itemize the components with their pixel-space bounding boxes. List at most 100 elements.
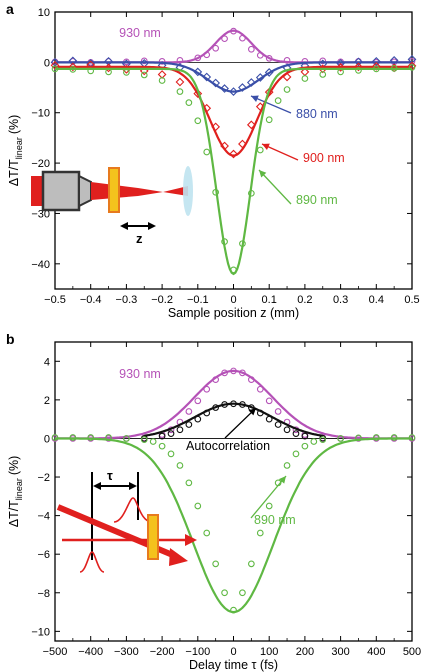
data-point bbox=[256, 409, 264, 417]
fit-line bbox=[55, 65, 412, 157]
data-point bbox=[408, 434, 416, 441]
y-tick-label: −10 bbox=[31, 626, 50, 638]
data-point bbox=[69, 434, 77, 441]
data-point bbox=[265, 502, 273, 510]
data-point bbox=[202, 72, 212, 82]
tau-arrow-left-head bbox=[93, 482, 101, 490]
x-tick-label: −0.3 bbox=[116, 294, 138, 306]
data-point bbox=[158, 442, 166, 450]
fit-line bbox=[55, 61, 412, 93]
series-label: 930 nm bbox=[119, 367, 161, 381]
data-point bbox=[238, 139, 247, 149]
y-axis-label-main: ΔT/T bbox=[7, 500, 21, 527]
data-point bbox=[221, 369, 228, 377]
data-point bbox=[248, 189, 255, 197]
y-axis-label-sub: linear bbox=[14, 478, 24, 500]
x-tick-label: 0.2 bbox=[297, 294, 312, 306]
data-point bbox=[264, 68, 274, 77]
inset-label-z: z bbox=[136, 231, 143, 246]
data-point bbox=[283, 426, 291, 434]
series-label: 890 nm bbox=[296, 193, 338, 207]
data-point bbox=[256, 51, 264, 59]
data-point bbox=[203, 148, 211, 156]
y-tick-label: 10 bbox=[38, 7, 50, 19]
data-point bbox=[123, 435, 130, 442]
data-point bbox=[255, 73, 265, 82]
sample-slab bbox=[147, 514, 159, 560]
y-axis-label-main: ΔT/T bbox=[7, 159, 21, 186]
plot-area: −0.5 −0.4 −0.3 −0.2 −0.1 0 0.1 0.2 0.3 0.4 0.5 10 0 −… bbox=[7, 7, 420, 320]
label-arrow-head bbox=[251, 95, 259, 102]
data-point bbox=[282, 63, 292, 73]
probe-beam-head bbox=[185, 534, 197, 546]
data-point bbox=[123, 69, 130, 76]
data-point bbox=[301, 58, 309, 65]
data-point bbox=[220, 84, 229, 93]
series-label: 900 nm bbox=[303, 151, 345, 165]
y-tick-label: 4 bbox=[44, 356, 50, 368]
data-point bbox=[212, 44, 219, 52]
tau-arrow-right-head bbox=[129, 482, 137, 490]
x-tick-label: 0 bbox=[230, 646, 236, 658]
data-point bbox=[149, 438, 157, 445]
data-point bbox=[221, 35, 228, 43]
y-tick-label: 0 bbox=[44, 57, 50, 69]
data-point bbox=[140, 57, 148, 65]
objective-nose bbox=[78, 174, 92, 208]
data-point bbox=[51, 65, 59, 73]
focused-beam bbox=[91, 182, 188, 200]
data-point bbox=[158, 432, 166, 440]
data-point bbox=[265, 415, 273, 423]
x-tick-label: 0.1 bbox=[262, 294, 277, 306]
data-point bbox=[194, 117, 202, 125]
series-890-nm: 890 nm bbox=[51, 434, 416, 614]
data-point bbox=[354, 57, 363, 67]
x-tick-label: 300 bbox=[331, 646, 349, 658]
y-tick-label: −6 bbox=[37, 549, 50, 561]
data-point bbox=[68, 56, 78, 66]
data-point bbox=[354, 62, 363, 72]
data-point bbox=[255, 102, 265, 112]
x-tick-label: 500 bbox=[403, 646, 421, 658]
y-tick-label: −2 bbox=[37, 472, 50, 484]
data-point bbox=[194, 502, 202, 510]
z-arrow-left-head bbox=[120, 222, 128, 230]
series-930-nm: 930 nm bbox=[51, 367, 416, 442]
data-point bbox=[203, 51, 211, 59]
data-point bbox=[372, 65, 380, 73]
data-point bbox=[212, 404, 219, 411]
x-tick-label: −500 bbox=[43, 646, 68, 658]
data-point bbox=[337, 68, 344, 76]
data-point bbox=[256, 385, 264, 393]
x-tick-label: 400 bbox=[367, 646, 385, 658]
objective-inset: z bbox=[31, 166, 193, 246]
data-point bbox=[310, 438, 318, 445]
x-tick-label: −0.4 bbox=[80, 294, 102, 306]
data-point bbox=[246, 78, 256, 87]
y-axis-label: ΔT/Tlinear (%) bbox=[7, 456, 24, 528]
sample-slab bbox=[108, 167, 120, 213]
data-point bbox=[274, 408, 282, 415]
data-point bbox=[372, 434, 380, 441]
y-tick-label: −8 bbox=[37, 588, 50, 600]
y-tick-label: −40 bbox=[31, 259, 50, 271]
data-point bbox=[167, 450, 175, 458]
x-tick-label: 0.4 bbox=[369, 294, 384, 306]
data-point bbox=[264, 87, 274, 97]
data-point bbox=[301, 75, 309, 82]
x-tick-label: −0.2 bbox=[151, 294, 173, 306]
x-tick-label: −200 bbox=[150, 646, 175, 658]
data-point bbox=[230, 606, 237, 614]
fit-line bbox=[55, 369, 412, 440]
data-point bbox=[336, 63, 345, 72]
fit-line bbox=[55, 437, 412, 614]
data-point bbox=[220, 141, 229, 151]
data-point bbox=[221, 238, 228, 246]
data-point bbox=[319, 71, 327, 78]
data-point bbox=[239, 589, 246, 597]
data-point bbox=[212, 188, 219, 196]
data-point bbox=[51, 434, 59, 441]
data-point bbox=[274, 421, 282, 428]
label-arrow bbox=[250, 475, 287, 519]
